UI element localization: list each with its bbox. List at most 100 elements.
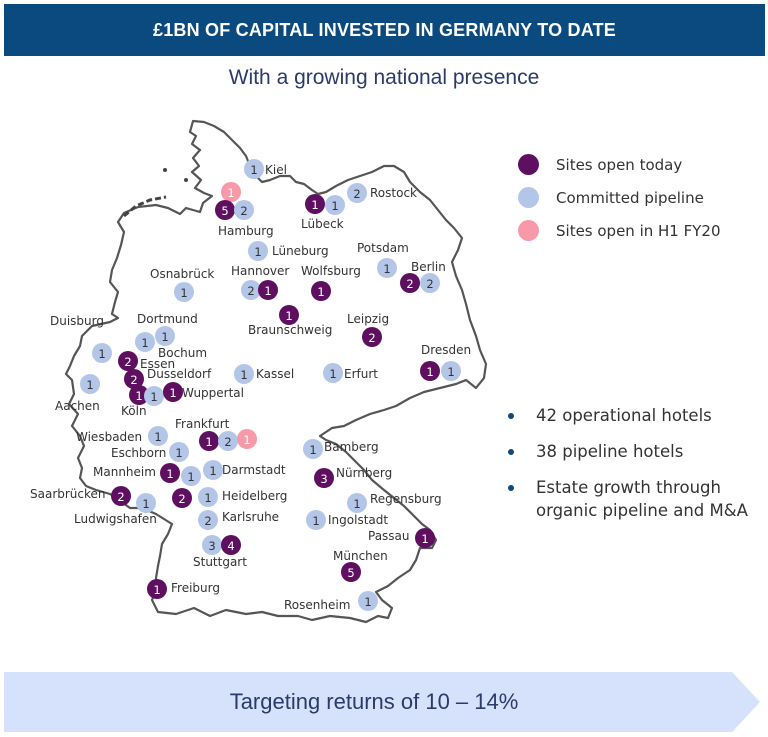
svg-text:1: 1 bbox=[175, 446, 182, 460]
site-marker-pipeline: 1 bbox=[92, 343, 112, 363]
site-marker-pipeline: 1 bbox=[169, 442, 189, 462]
svg-text:1: 1 bbox=[150, 390, 157, 404]
svg-text:1: 1 bbox=[180, 286, 187, 300]
city-label: Dusseldorf bbox=[147, 367, 212, 381]
site-marker-open: 1 bbox=[147, 579, 167, 599]
target-returns-arrow: Targeting returns of 10 – 14% bbox=[4, 672, 762, 732]
site-marker-open: 2 bbox=[362, 327, 382, 347]
svg-text:2: 2 bbox=[130, 373, 137, 387]
svg-text:1: 1 bbox=[153, 583, 160, 597]
svg-text:2: 2 bbox=[426, 277, 433, 291]
svg-text:1: 1 bbox=[243, 433, 250, 447]
legend-label: Sites open today bbox=[556, 155, 683, 174]
site-marker-pipeline: 1 bbox=[135, 332, 155, 352]
site-marker-pipeline: 1 bbox=[325, 195, 345, 215]
arrow-shape-icon bbox=[4, 672, 760, 732]
svg-text:1: 1 bbox=[309, 443, 316, 457]
city-label: Köln bbox=[121, 404, 147, 418]
svg-text:1: 1 bbox=[317, 285, 324, 299]
site-marker-pipeline: 1 bbox=[198, 487, 218, 507]
svg-text:2: 2 bbox=[240, 204, 247, 218]
site-marker-open: 2 bbox=[118, 351, 138, 371]
city-label: München bbox=[333, 549, 388, 563]
site-marker-open: 1 bbox=[415, 528, 435, 548]
svg-text:1: 1 bbox=[329, 367, 336, 381]
city-label: Wuppertal bbox=[182, 386, 244, 400]
site-marker-open: 1 bbox=[199, 431, 219, 451]
city-label: Ludwigshafen bbox=[74, 512, 157, 526]
site-marker-pipeline: 1 bbox=[306, 510, 326, 530]
svg-text:1: 1 bbox=[154, 430, 161, 444]
svg-text:2: 2 bbox=[224, 435, 231, 449]
key-facts-list: 42 operational hotels 38 pipeline hotels… bbox=[508, 404, 758, 535]
site-marker-pipeline: 1 bbox=[80, 374, 100, 394]
site-marker-pipeline: 2 bbox=[347, 183, 367, 203]
city-label: Duisburg bbox=[50, 314, 104, 328]
site-marker-pipeline: 2 bbox=[218, 431, 238, 451]
svg-text:5: 5 bbox=[221, 204, 228, 218]
germany-border bbox=[64, 119, 488, 624]
svg-text:1: 1 bbox=[312, 514, 319, 528]
svg-text:1: 1 bbox=[86, 378, 93, 392]
legend-item-pipeline: Committed pipeline bbox=[518, 181, 721, 214]
svg-text:1: 1 bbox=[166, 467, 173, 481]
svg-text:1: 1 bbox=[383, 262, 390, 276]
pipeline-site-dot-icon bbox=[518, 187, 539, 208]
city-label: Heidelberg bbox=[222, 489, 287, 503]
city-label: Berlin bbox=[411, 260, 446, 274]
city-label: Leipzig bbox=[347, 312, 389, 326]
site-marker-open: 1 bbox=[258, 280, 278, 300]
svg-text:1: 1 bbox=[240, 368, 247, 382]
open-site-dot-icon bbox=[518, 154, 539, 175]
svg-text:1: 1 bbox=[209, 464, 216, 478]
site-marker-pipeline: 3 bbox=[202, 535, 222, 555]
city-label: Dortmund bbox=[137, 312, 198, 326]
svg-text:2: 2 bbox=[406, 277, 413, 291]
svg-text:2: 2 bbox=[178, 492, 185, 506]
city-label: Eschborn bbox=[111, 446, 166, 460]
city-label: Passau bbox=[368, 529, 410, 543]
site-marker-pipeline: 2 bbox=[234, 200, 254, 220]
site-marker-pipeline: 1 bbox=[155, 326, 175, 346]
svg-text:1: 1 bbox=[141, 336, 148, 350]
svg-text:4: 4 bbox=[227, 539, 234, 553]
key-fact: Estate growth through organic pipeline a… bbox=[508, 476, 758, 522]
city-label: Braunschweig bbox=[248, 323, 332, 337]
svg-text:1: 1 bbox=[311, 198, 318, 212]
site-marker-pipeline: 1 bbox=[441, 361, 461, 381]
site-marker-open: 3 bbox=[314, 468, 334, 488]
site-marker-pipeline: 1 bbox=[244, 159, 264, 179]
target-returns-label: Targeting returns of 10 – 14% bbox=[229, 689, 519, 714]
svg-text:3: 3 bbox=[208, 539, 215, 553]
site-marker-pipeline: 2 bbox=[241, 280, 261, 300]
h1-site-dot-icon bbox=[518, 220, 539, 241]
city-label: Nürnberg bbox=[336, 466, 392, 480]
svg-text:1: 1 bbox=[204, 491, 211, 505]
bullet-icon bbox=[508, 485, 514, 491]
svg-text:3: 3 bbox=[320, 472, 327, 486]
header-banner: £1BN OF CAPITAL INVESTED IN GERMANY TO D… bbox=[4, 4, 765, 56]
site-marker-pipeline: 1 bbox=[203, 460, 223, 480]
city-label: Darmstadt bbox=[222, 463, 286, 477]
city-label: Saarbrücken bbox=[30, 487, 106, 501]
svg-text:2: 2 bbox=[368, 331, 375, 345]
city-label: Essen bbox=[140, 357, 175, 371]
city-label: Aachen bbox=[55, 399, 100, 413]
city-label: Dresden bbox=[421, 343, 471, 357]
city-label: Freiburg bbox=[171, 581, 220, 595]
page-title: £1BN OF CAPITAL INVESTED IN GERMANY TO D… bbox=[153, 19, 616, 40]
site-marker-open: 5 bbox=[341, 562, 361, 582]
site-marker-open: 1 bbox=[420, 361, 440, 381]
site-marker-open: 2 bbox=[111, 486, 131, 506]
site-marker-pipeline: 1 bbox=[181, 466, 201, 486]
site-marker-open: 4 bbox=[221, 535, 241, 555]
site-marker-open: 1 bbox=[311, 281, 331, 301]
island-dot bbox=[184, 178, 188, 182]
site-marker-pipeline: 1 bbox=[248, 241, 268, 261]
city-label: Kassel bbox=[256, 367, 294, 381]
city-label: Stuttgart bbox=[193, 555, 247, 569]
svg-text:1: 1 bbox=[187, 470, 194, 484]
svg-text:1: 1 bbox=[227, 186, 234, 200]
